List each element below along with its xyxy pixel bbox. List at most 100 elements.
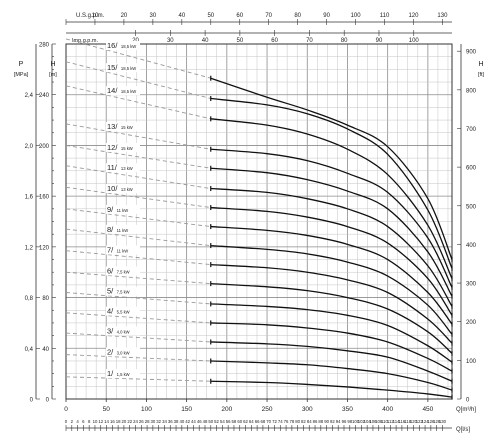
series-label: 11/ [107,163,118,172]
x-tick-label: 100 [141,406,152,413]
usgpm-tick-label: 120 [408,13,419,19]
series-power-label: 4,0 kW [117,330,130,335]
x2-tick-label: 90 [324,419,329,424]
h-tick-label: 120 [39,245,50,251]
ft-tick-label: 500 [466,204,477,210]
ft-tick-label: 200 [466,320,477,326]
x2-tick-label: 62 [243,419,248,424]
x2-tick-label: 6 [82,419,85,424]
series-curve [210,77,453,260]
x2-tick-label: 68 [261,419,266,424]
series-9: 9/11 kW [65,204,453,327]
series-3: 3/4,0 kW [65,326,453,384]
series-label: 12/ [107,143,118,152]
plot-frame [65,43,453,400]
ft-tick-label: 400 [466,243,477,249]
series-dashed-extension [65,250,211,266]
x2-tick-label: 58 [232,419,237,424]
series-dashed-extension [65,271,211,285]
series-label-bg [106,184,140,194]
ft-tick-label: 100 [466,359,477,365]
usgpm-tick-label: 70 [265,13,272,19]
series-power-label: 13 kW [121,187,133,192]
x2-tick-label: 94 [336,419,341,424]
usgpm-tick-label: 50 [207,13,214,19]
series-group: 1/1,5 kW2/3,0 kW3/4,0 kW4/5,5 kW5/7,5 kW… [65,38,453,400]
series-14: 14/18,5 kW [65,85,453,282]
ft-axis-label: H [478,61,483,68]
x2-tick-label: 76 [284,419,289,424]
series-power-label: 1,5 kW [117,372,130,377]
axes: 0 50 100 150 200 250 300 350 400 450 Q[m³/h]0 2 4 6 8 1… [14,13,485,433]
h-tick-label: 240 [39,93,50,99]
p-tick-label: 2,4 [25,93,34,99]
impgpm-tick-label: 90 [376,38,383,44]
x2-tick-label: 4 [76,419,79,424]
usgpm-tick-label: 90 [323,13,330,19]
impgpm-axis-label: Imp.g.p.m. [72,38,98,44]
x2-tick-label: 96 [342,419,347,424]
x2-tick-label: 98 [347,419,352,424]
series-15: 15/18,5 kW [65,61,453,271]
impgpm-tick-label: 70 [306,38,313,44]
series-label-bg [106,41,140,51]
ft-tick-label: 0 [466,398,470,404]
series-power-label: 13 kW [121,166,133,171]
series-curve [210,244,453,335]
x2-tick-label: 74 [278,419,283,424]
p-axis-label: P [19,61,24,68]
series-curve [210,167,453,297]
series-curve [210,282,453,354]
x-tick-label: 50 [103,406,111,413]
x2-tick-label: 12 [98,419,103,424]
p-tick-label: 1,2 [25,245,34,251]
usgpm-tick-label: 40 [178,13,185,19]
x2-tick-label: 72 [272,419,277,424]
ft-tick-label: 300 [466,282,477,288]
p-tick-label: 0,8 [25,296,34,302]
series-label: 13/ [107,122,118,131]
h-axis-unit: [m] [49,72,57,78]
x2-tick-label: 24 [133,419,138,424]
series-curve [210,206,453,316]
x2-tick-label: 122 [416,419,424,424]
x2-tick-label: 50 [208,419,213,424]
series-label-bg [106,286,140,296]
series-label-bg [106,224,140,234]
series-dashed-extension [65,38,211,79]
series-label-bg [106,369,140,379]
x2-tick-label: 16 [110,419,115,424]
series-dashed-extension [65,61,211,99]
series-label: 4/ [107,307,114,316]
x-tick-label: 250 [262,406,273,413]
series-curve [210,263,453,344]
x-tick-label: 450 [422,406,433,413]
series-power-label: 11 kW [117,228,129,233]
series-power-label: 18,5 kW [121,44,136,49]
x2-tick-label: 82 [301,419,306,424]
series-curve [210,360,453,391]
x2-tick-label: 100 [352,419,360,424]
x2-tick-label: 112 [387,419,394,424]
x2-tick-label: 18 [116,419,121,424]
x2-tick-label: 92 [330,419,335,424]
series-label-bg [106,266,140,276]
usgpm-tick-label: 30 [150,13,157,19]
h-tick-label: 160 [39,195,50,201]
x-tick-label: 300 [302,406,313,413]
series-power-label: 18,5 kW [121,89,136,94]
x-tick-label: 400 [382,406,393,413]
series-dashed-extension [65,354,211,362]
x-tick-label: 200 [221,406,232,413]
usgpm-tick-label: 110 [380,13,390,19]
usgpm-tick-label: 10 [92,13,99,19]
p-tick-label: 1,6 [25,195,34,201]
series-dashed-extension [65,376,211,382]
usgpm-tick-label: 100 [351,13,362,19]
x2-tick-label: 40 [179,419,184,424]
series-label-bg [106,347,140,357]
x2-tick-label: 48 [203,419,208,424]
impgpm-tick-label: 60 [271,38,278,44]
h-tick-label: 280 [39,43,50,49]
